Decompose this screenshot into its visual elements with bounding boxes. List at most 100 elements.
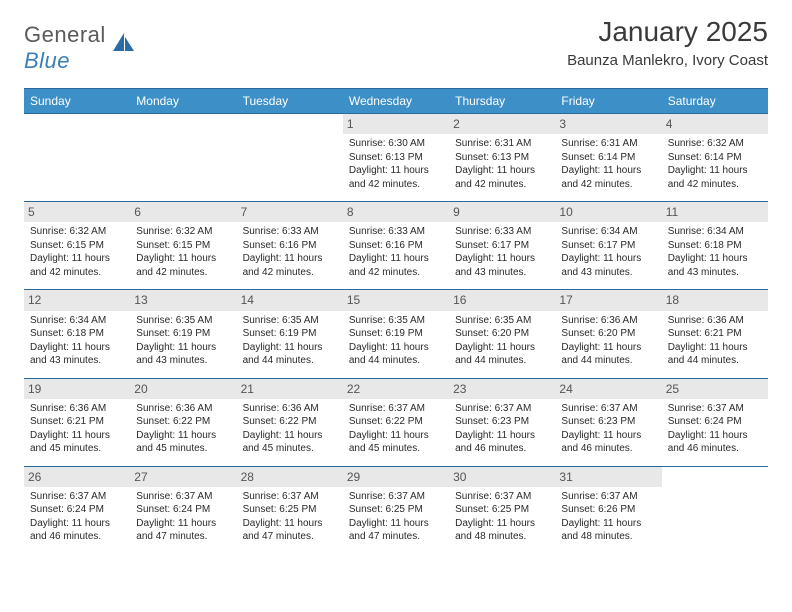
- day-header: Wednesday: [343, 89, 449, 114]
- calendar-day-cell: 20 Sunrise: 6:36 AMSunset: 6:22 PMDayligh…: [130, 378, 236, 466]
- day-number: 27: [130, 467, 236, 487]
- calendar-day-cell: 5Sunrise: 6:32 AMSunset: 6:15 PMDaylight…: [24, 202, 130, 290]
- day-detail-line: Sunrise: 6:30 AM: [349, 137, 443, 151]
- day-detail-line: Daylight: 11 hours and 48 minutes.: [455, 517, 549, 544]
- calendar-day-cell: 14Sunrise: 6:35 AMSunset: 6:19 PMDayligh…: [237, 290, 343, 378]
- day-number: 14: [237, 290, 343, 310]
- day-detail-line: Sunrise: 6:33 AM: [243, 225, 337, 239]
- day-detail-line: Sunset: 6:15 PM: [136, 239, 230, 253]
- calendar-day-cell: 16Sunrise: 6:35 AMSunset: 6:20 PMDayligh…: [449, 290, 555, 378]
- calendar-day-cell: 26Sunrise: 6:37 AMSunset: 6:24 PMDayligh…: [24, 466, 130, 554]
- calendar-day-cell: 2Sunrise: 6:31 AMSunset: 6:13 PMDaylight…: [449, 114, 555, 202]
- day-number: 3: [555, 114, 661, 134]
- day-detail-line: Sunrise: 6:31 AM: [561, 137, 655, 151]
- day-header: Monday: [130, 89, 236, 114]
- day-details: Sunrise: 6:37 AMSunset: 6:24 PMDaylight:…: [134, 490, 232, 544]
- calendar-day-cell: 25Sunrise: 6:37 AMSunset: 6:24 PMDayligh…: [662, 378, 768, 466]
- day-number: 4: [662, 114, 768, 134]
- day-details: Sunrise: 6:33 AMSunset: 6:16 PMDaylight:…: [241, 225, 339, 279]
- day-detail-line: Sunset: 6:24 PM: [30, 503, 124, 517]
- day-detail-line: Sunset: 6:23 PM: [455, 415, 549, 429]
- calendar-day-cell: 4 Sunrise: 6:32 AMSunset: 6:14 PMDaylight…: [662, 114, 768, 202]
- calendar-day-cell: 10Sunrise: 6:34 AMSunset: 6:17 PMDayligh…: [555, 202, 661, 290]
- day-details: Sunrise: 6:33 AMSunset: 6:17 PMDaylight:…: [453, 225, 551, 279]
- day-details: Sunrise: 6:32 AMSunset: 6:14 PMDaylight:…: [666, 137, 764, 191]
- day-number: 19: [24, 379, 130, 399]
- day-details: Sunrise: 6:30 AMSunset: 6:13 PMDaylight:…: [347, 137, 445, 191]
- logo-sail-icon: [110, 31, 136, 62]
- day-detail-line: Sunset: 6:13 PM: [349, 151, 443, 165]
- day-detail-line: Daylight: 11 hours and 44 minutes.: [668, 341, 762, 368]
- calendar-day-cell: 21Sunrise: 6:36 AMSunset: 6:22 PMDayligh…: [237, 378, 343, 466]
- day-detail-line: Daylight: 11 hours and 42 minutes.: [455, 164, 549, 191]
- day-number: 9: [449, 202, 555, 222]
- day-details: Sunrise: 6:32 AMSunset: 6:15 PMDaylight:…: [28, 225, 126, 279]
- day-detail-line: Daylight: 11 hours and 45 minutes.: [136, 429, 230, 456]
- day-detail-line: Daylight: 11 hours and 47 minutes.: [243, 517, 337, 544]
- day-details: Sunrise: 6:36 AMSunset: 6:22 PMDaylight:…: [134, 402, 232, 456]
- day-number: 28: [237, 467, 343, 487]
- calendar-day-cell: [662, 466, 768, 554]
- calendar-day-cell: 7Sunrise: 6:33 AMSunset: 6:16 PMDaylight…: [237, 202, 343, 290]
- day-detail-line: Sunset: 6:22 PM: [243, 415, 337, 429]
- day-detail-line: Daylight: 11 hours and 43 minutes.: [561, 252, 655, 279]
- day-detail-line: Sunset: 6:22 PM: [349, 415, 443, 429]
- day-detail-line: Sunset: 6:25 PM: [243, 503, 337, 517]
- day-detail-line: Sunrise: 6:36 AM: [561, 314, 655, 328]
- day-number: 6: [130, 202, 236, 222]
- calendar-day-cell: 22Sunrise: 6:37 AMSunset: 6:22 PMDayligh…: [343, 378, 449, 466]
- day-header: Thursday: [449, 89, 555, 114]
- day-detail-line: Sunrise: 6:34 AM: [561, 225, 655, 239]
- calendar-day-cell: 11Sunrise: 6:34 AMSunset: 6:18 PMDayligh…: [662, 202, 768, 290]
- day-number: 10: [555, 202, 661, 222]
- day-details: Sunrise: 6:37 AMSunset: 6:26 PMDaylight:…: [559, 490, 657, 544]
- day-detail-line: Daylight: 11 hours and 45 minutes.: [243, 429, 337, 456]
- day-details: Sunrise: 6:36 AMSunset: 6:21 PMDaylight:…: [666, 314, 764, 368]
- day-detail-line: Sunrise: 6:33 AM: [455, 225, 549, 239]
- calendar-day-cell: 13 Sunrise: 6:35 AMSunset: 6:19 PMDayligh…: [130, 290, 236, 378]
- day-detail-line: Sunrise: 6:34 AM: [30, 314, 124, 328]
- calendar-week-row: 26Sunrise: 6:37 AMSunset: 6:24 PMDayligh…: [24, 466, 768, 554]
- day-details: Sunrise: 6:35 AMSunset: 6:19 PMDaylight:…: [134, 314, 232, 368]
- logo-word2: Blue: [24, 48, 70, 73]
- day-details: Sunrise: 6:37 AMSunset: 6:23 PMDaylight:…: [559, 402, 657, 456]
- day-details: Sunrise: 6:31 AMSunset: 6:14 PMDaylight:…: [559, 137, 657, 191]
- day-number: 8: [343, 202, 449, 222]
- calendar-day-cell: 9 Sunrise: 6:33 AMSunset: 6:17 PMDaylight…: [449, 202, 555, 290]
- calendar-page: General Blue January 2025 Baunza Manlekr…: [0, 0, 792, 574]
- calendar-day-cell: 6Sunrise: 6:32 AMSunset: 6:15 PMDaylight…: [130, 202, 236, 290]
- day-detail-line: Sunrise: 6:37 AM: [349, 402, 443, 416]
- day-detail-line: Daylight: 11 hours and 42 minutes.: [349, 252, 443, 279]
- calendar-week-row: 19 Sunrise: 6:36 AM Sunset: 6:21 PM Dayligh…: [24, 378, 768, 466]
- day-detail-line: Daylight: 11 hours and 42 minutes.: [349, 164, 443, 191]
- calendar-day-cell: 12Sunrise: 6:34 AMSunset: 6:18 PMDayligh…: [24, 290, 130, 378]
- day-detail-line: Daylight: 11 hours and 47 minutes.: [349, 517, 443, 544]
- day-detail-line: Sunrise: 6:37 AM: [668, 402, 762, 416]
- day-detail-line: Sunset: 6:16 PM: [243, 239, 337, 253]
- day-details: Sunrise: 6:37 AMSunset: 6:25 PMDaylight:…: [347, 490, 445, 544]
- day-detail-line: Sunrise: 6:35 AM: [455, 314, 549, 328]
- day-details: Sunrise: 6:34 AMSunset: 6:18 PMDaylight:…: [28, 314, 126, 368]
- day-details: Sunrise: 6:37 AMSunset: 6:22 PMDaylight:…: [347, 402, 445, 456]
- day-detail-line: Sunset: 6:21 PM: [30, 415, 124, 429]
- day-header: Tuesday: [237, 89, 343, 114]
- day-detail-line: Daylight: 11 hours and 46 minutes.: [455, 429, 549, 456]
- day-detail-line: Daylight: 11 hours and 43 minutes.: [136, 341, 230, 368]
- day-detail-line: Sunset: 6:25 PM: [349, 503, 443, 517]
- calendar-day-cell: 24Sunrise: 6:37 AMSunset: 6:23 PMDayligh…: [555, 378, 661, 466]
- calendar-day-cell: 19Sunrise: 6:36 AMSunset: 6:21 PMDayligh…: [24, 378, 130, 466]
- calendar-table: SundayMondayTuesdayWednesdayThursdayFrid…: [24, 88, 768, 554]
- day-detail-line: Sunrise: 6:32 AM: [668, 137, 762, 151]
- day-details: Sunrise: 6:35 AMSunset: 6:19 PMDaylight:…: [347, 314, 445, 368]
- day-number: 13: [130, 290, 236, 310]
- day-detail-line: Daylight: 11 hours and 42 minutes.: [136, 252, 230, 279]
- day-number: 20: [130, 379, 236, 399]
- day-detail-line: Sunrise: 6:36 AM: [136, 402, 230, 416]
- day-detail-line: Daylight: 11 hours and 43 minutes.: [668, 252, 762, 279]
- day-detail-line: Sunset: 6:20 PM: [561, 327, 655, 341]
- calendar-day-cell: 27 Sunrise: 6:37 AMSunset: 6:24 PMDayligh…: [130, 466, 236, 554]
- day-detail-line: Sunrise: 6:37 AM: [30, 490, 124, 504]
- day-detail-line: Sunrise: 6:37 AM: [243, 490, 337, 504]
- day-detail-line: Daylight: 11 hours and 46 minutes.: [30, 517, 124, 544]
- calendar-day-cell: 28 Sunrise: 6:37 AMSunset: 6:25 PMDayligh…: [237, 466, 343, 554]
